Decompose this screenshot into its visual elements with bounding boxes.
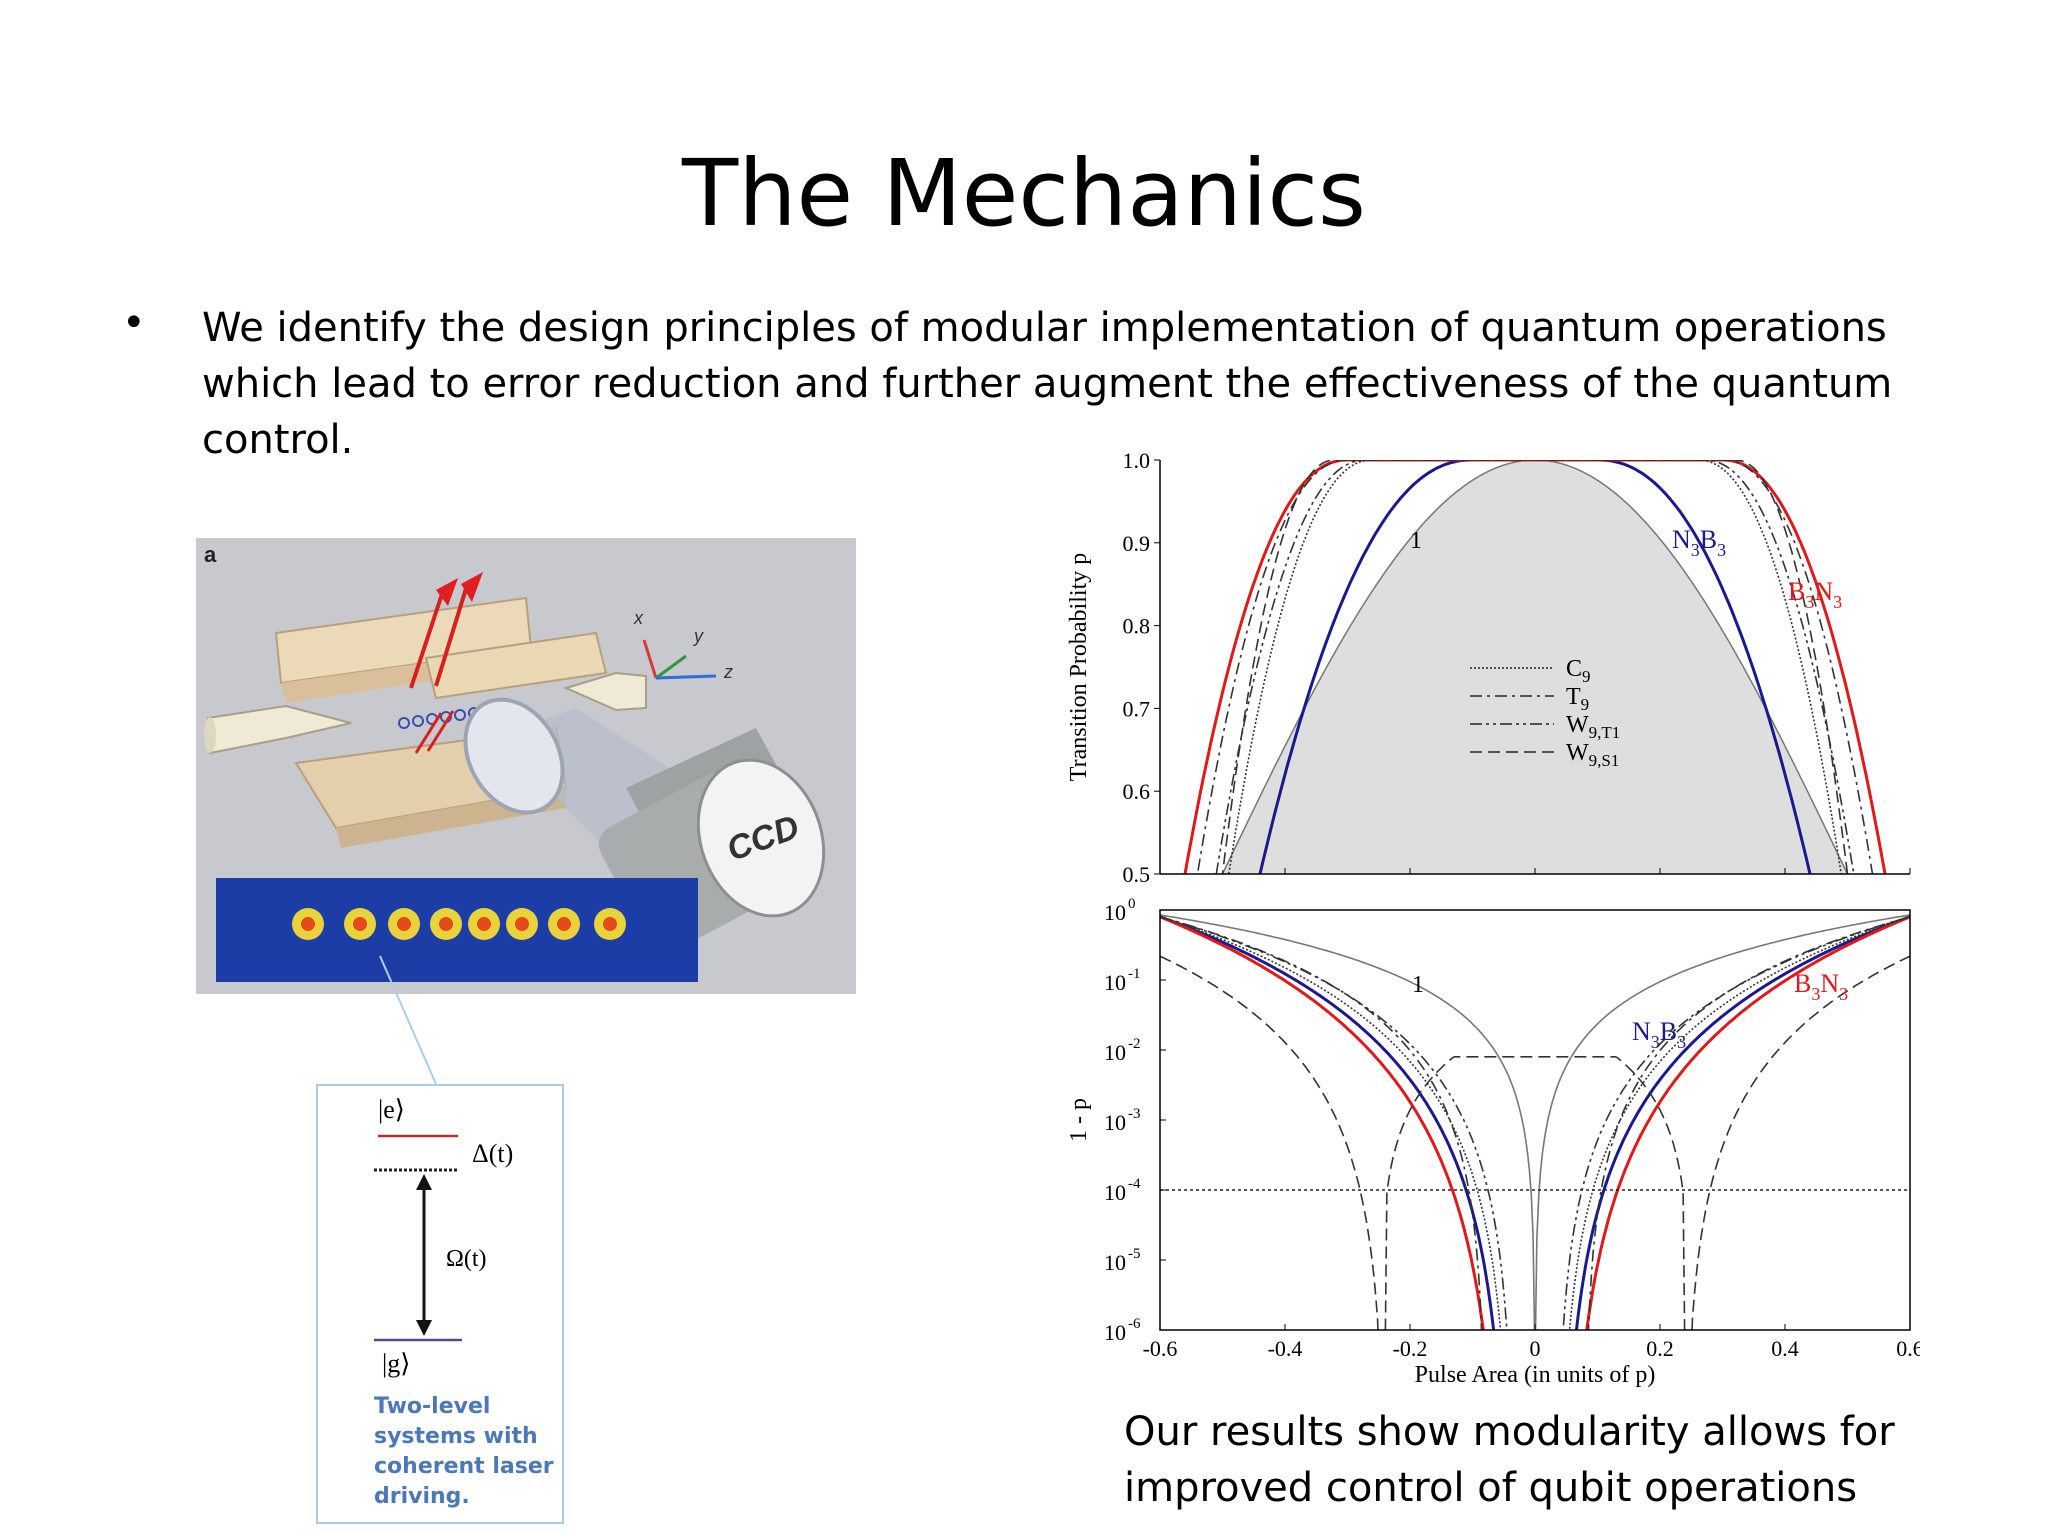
legend-label-0: C9	[1566, 656, 1591, 686]
legend-label-1: T9	[1566, 684, 1589, 714]
rabi-label: Ω(t)	[446, 1246, 487, 1272]
top-ytick-label-5: 1.0	[1123, 448, 1151, 473]
axis-z-label: z	[723, 662, 733, 682]
bottom-xtick-label-6: 0.6	[1896, 1336, 1920, 1361]
bottom-ytick-label-6: 10	[1104, 1320, 1126, 1345]
legend-label-3: W9,S1	[1566, 740, 1619, 770]
top-ytick-label-3: 0.8	[1123, 614, 1151, 639]
bottom-series-1	[1160, 915, 1910, 1330]
legend-label-2: W9,T1	[1566, 712, 1620, 742]
top-plot: 0.5 0.6 0.7 0.8 0.9 1.0 Transition Probability…	[1066, 448, 1911, 887]
bottom-series-2	[1160, 915, 1910, 1330]
axis-x-label: x	[633, 608, 644, 628]
bottom-ytick-label-2: 10	[1104, 1040, 1126, 1065]
bottom-xtick-label-3: 0	[1530, 1336, 1541, 1361]
conclusion-text: Our results show modularity allows for i…	[1124, 1409, 1895, 1511]
bottom-series-3	[1160, 916, 1910, 1330]
ccd-camera: CCD	[598, 728, 826, 953]
bottom-ytick-label-0: 10	[1104, 900, 1126, 925]
top-ytick-label-0: 0.5	[1123, 862, 1151, 887]
axes-icon: x y z	[633, 608, 733, 682]
bottom-annotation-n3b3: N3B3	[1632, 1017, 1686, 1052]
top-series-1	[1258, 460, 1812, 874]
bottom-ytick-exp-5: -5	[1128, 1246, 1141, 1262]
bottom-series-5	[1160, 916, 1910, 1330]
top-ytick-label-4: 0.9	[1123, 531, 1151, 556]
bottom-series-4	[1160, 916, 1910, 1330]
laser-beams	[409, 572, 483, 754]
ground-state-label: |g⟩	[382, 1349, 410, 1378]
bottom-xtick-label-4: 0.2	[1646, 1336, 1674, 1361]
bottom-annotation-one: 1	[1412, 972, 1424, 998]
chart-svg: 0.5 0.6 0.7 0.8 0.9 1.0 Transition Probability…	[1066, 448, 1920, 1388]
top-ytick-label-2: 0.7	[1123, 696, 1151, 721]
bottom-ytick-label-1: 10	[1104, 970, 1126, 995]
top-ylabel: Transition Probability p	[1066, 553, 1092, 781]
bottom-ytick-exp-1: -1	[1128, 966, 1141, 982]
detuning-label: Δ(t)	[472, 1139, 513, 1168]
probability-charts: 0.5 0.6 0.7 0.8 0.9 1.0 Transition Probability…	[1050, 436, 1920, 1396]
bottom-series-0	[1160, 914, 1910, 1330]
bottom-ytick-exp-0: 0	[1128, 896, 1136, 912]
diagram-caption: Two-level systems with coherent laser dr…	[374, 1394, 554, 1509]
two-level-diagram: |e⟩ Δ(t) Ω(t) |g⟩ Two-level systems with…	[316, 1084, 564, 1524]
bottom-xtick-label-2: -0.2	[1393, 1336, 1428, 1361]
bottom-xtick-label-5: 0.4	[1771, 1336, 1799, 1361]
bottom-series-6	[1160, 955, 1910, 1330]
bottom-xtick-label-1: -0.4	[1268, 1336, 1303, 1361]
top-series-0	[1221, 460, 1849, 874]
bottom-ytick-exp-4: -4	[1128, 1176, 1141, 1192]
top-annotation-one: 1	[1410, 528, 1422, 554]
bottom-ytick-exp-3: -3	[1128, 1106, 1141, 1122]
series-fill-0	[1160, 460, 1910, 874]
bottom-ytick-label-3: 10	[1104, 1110, 1126, 1135]
bottom-annotation-b3n3: B3N3	[1794, 969, 1848, 1004]
axis-y-label: y	[692, 626, 704, 646]
ion-fluorescence	[292, 908, 626, 940]
ion-trap-figure: x y z CCD a	[196, 538, 856, 994]
bottom-ytick-exp-6: -6	[1128, 1316, 1141, 1332]
bottom-ytick-exp-2: -2	[1128, 1036, 1141, 1052]
bottom-ylabel: 1 - p	[1066, 1098, 1092, 1142]
top-series-3	[1227, 460, 1843, 874]
ion-trap-illustration: x y z CCD	[204, 572, 826, 982]
top-ytick-label-1: 0.6	[1123, 779, 1151, 804]
bottom-xtick-label-0: -0.6	[1143, 1336, 1178, 1361]
top-series-6	[1221, 460, 1849, 874]
excited-state-label: |e⟩	[378, 1095, 405, 1124]
top-annotation-b3n3: B3N3	[1788, 577, 1842, 612]
panel-label: a	[204, 542, 217, 567]
bullet-dot: •	[122, 300, 146, 346]
top-series-4	[1196, 460, 1874, 874]
top-annotation-n3b3: N3B3	[1672, 525, 1726, 560]
top-series-2	[1183, 460, 1887, 874]
bullet-text: We identify the design principles of mod…	[202, 305, 1893, 463]
bottom-ytick-label-4: 10	[1104, 1180, 1126, 1205]
page-title: The Mechanics	[682, 140, 1366, 247]
bottom-ytick-label-5: 10	[1104, 1250, 1126, 1275]
bottom-xlabel: Pulse Area (in units of p)	[1415, 1362, 1656, 1388]
top-series-5	[1215, 460, 1855, 874]
